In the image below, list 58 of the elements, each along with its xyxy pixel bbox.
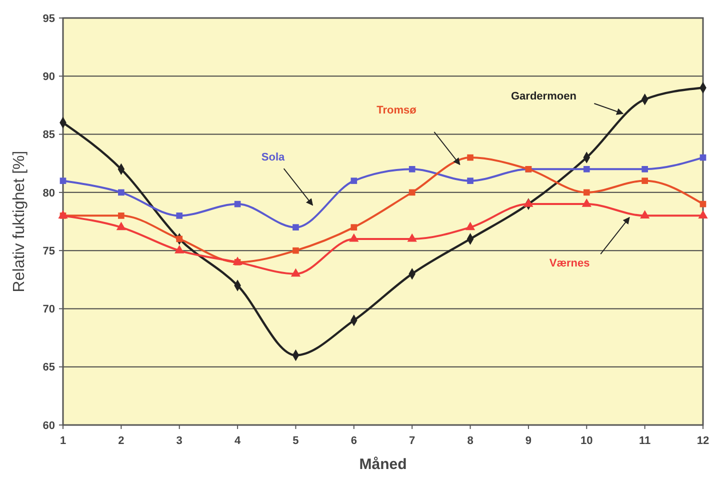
- point: [583, 166, 590, 172]
- y-tick-label: 70: [42, 304, 55, 316]
- x-tick-label: 8: [467, 435, 474, 447]
- x-tick-label: 3: [176, 435, 182, 447]
- y-tick-label: 85: [42, 129, 55, 142]
- point: [176, 236, 183, 242]
- y-tick-label: 90: [42, 70, 55, 83]
- point: [583, 189, 590, 196]
- point: [234, 200, 241, 208]
- point: [292, 247, 299, 254]
- y-axis-title: Relativ fuktighet [%]: [11, 150, 28, 292]
- point: [174, 245, 184, 254]
- y-tick-label: 95: [42, 12, 55, 25]
- point: [60, 178, 66, 184]
- point: [349, 233, 359, 242]
- point: [642, 166, 648, 172]
- point: [465, 222, 476, 230]
- point: [467, 178, 474, 184]
- point: [642, 178, 648, 184]
- point: [640, 210, 650, 218]
- point: [350, 224, 358, 230]
- point: [350, 178, 358, 184]
- point: [700, 200, 706, 208]
- point: [524, 198, 534, 207]
- point: [700, 154, 706, 161]
- point: [290, 268, 301, 277]
- point: [118, 212, 124, 219]
- x-tick-label: 11: [639, 435, 651, 447]
- x-axis-title: Måned: [359, 456, 407, 473]
- text: Tromsø: [376, 104, 417, 117]
- text: Værnes: [549, 257, 590, 270]
- y-tick-label: 80: [42, 187, 55, 200]
- x-tick-label: 9: [525, 435, 532, 447]
- point: [408, 166, 416, 172]
- point: [582, 198, 592, 207]
- point: [407, 233, 417, 242]
- point: [467, 154, 474, 161]
- point: [232, 256, 242, 265]
- x-tick-label: 7: [409, 435, 416, 447]
- point: [58, 210, 68, 218]
- point: [118, 189, 124, 196]
- x-tick-label: 5: [292, 435, 299, 447]
- x-tick-label: 12: [696, 435, 710, 447]
- y-tick-label: 75: [42, 245, 55, 258]
- point: [698, 210, 708, 218]
- x-tick-label: 2: [118, 435, 124, 447]
- x-tick-label: 1: [60, 435, 66, 447]
- point: [116, 222, 126, 230]
- y-tick-label: 60: [42, 420, 55, 432]
- text: Gardermoen: [511, 90, 577, 102]
- x-tick-label: 10: [580, 435, 593, 447]
- point: [176, 212, 183, 219]
- y-tick-label: 65: [42, 362, 55, 374]
- x-tick-label: 6: [350, 435, 357, 447]
- text: Sola: [261, 151, 286, 164]
- point: [408, 189, 416, 196]
- x-tick-label: 4: [234, 435, 242, 447]
- point: [292, 224, 299, 230]
